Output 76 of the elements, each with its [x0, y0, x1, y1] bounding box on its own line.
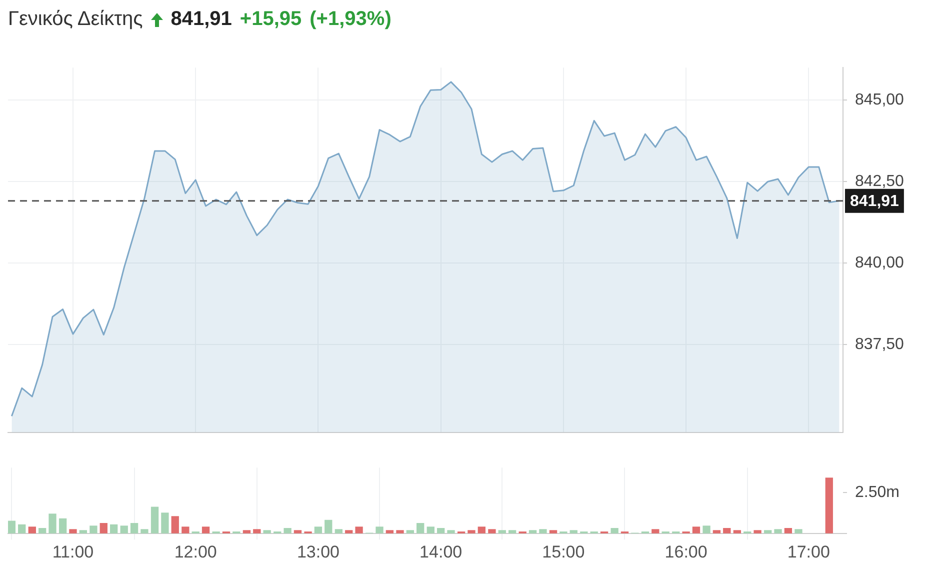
bar: [140, 529, 148, 534]
bar: [702, 526, 710, 534]
text: +15,95: [240, 8, 302, 31]
bar: [150, 506, 159, 534]
bar: [610, 528, 618, 534]
bar: [334, 529, 343, 534]
bar: [508, 530, 516, 534]
bar: [396, 530, 404, 534]
bar: [202, 526, 210, 534]
bar: [314, 526, 322, 534]
bar: [406, 530, 414, 534]
bar: [723, 528, 731, 534]
bar: [447, 530, 455, 534]
x-tick-label: 13:00: [296, 542, 340, 562]
bar: [48, 514, 56, 534]
bar: [90, 526, 98, 534]
bar: [652, 529, 660, 534]
bar: [436, 528, 445, 534]
bar: [774, 529, 782, 534]
bar: [100, 523, 108, 534]
bar: [130, 523, 138, 534]
bar: [549, 530, 558, 534]
x-tick-label: 12:00: [174, 542, 217, 562]
bar: [182, 526, 190, 534]
bar: [324, 520, 332, 534]
bar: [58, 518, 67, 534]
bar: [253, 529, 261, 534]
x-tick-label: 11:00: [52, 542, 94, 562]
bar: [426, 526, 434, 534]
bar: [416, 523, 424, 534]
chart-title: Γενικός Δείκτης: [8, 8, 143, 31]
bar: [784, 528, 792, 534]
bar: [386, 530, 394, 534]
bar: [825, 478, 833, 534]
bar: [263, 530, 271, 534]
bar: [171, 516, 179, 534]
bar: [488, 529, 496, 534]
chart-subtitle: 841,91: [170, 8, 232, 31]
bar: [712, 530, 721, 534]
bar: [242, 530, 251, 534]
bar: [794, 529, 802, 534]
bar: [8, 520, 16, 534]
bar: [528, 530, 537, 534]
bar: [376, 526, 384, 534]
bar: [570, 530, 578, 534]
bar: [28, 526, 36, 534]
bar: [284, 528, 292, 534]
bar: [120, 526, 128, 534]
x-tick-label: 16:00: [664, 542, 708, 562]
y-tick-label: 837,50: [855, 336, 904, 353]
bar: [692, 526, 700, 534]
bar: [764, 530, 772, 534]
bar: [468, 530, 476, 534]
ref-line-label: 841,91: [850, 193, 900, 210]
x-tick-label: 17:00: [787, 542, 830, 562]
bar: [294, 530, 302, 534]
x-tick-label: 14:00: [420, 542, 462, 562]
y-tick-label: 2.50m: [855, 484, 900, 501]
bar: [539, 529, 547, 534]
x-tick-label: 15:00: [542, 542, 585, 562]
bar: [355, 526, 363, 534]
y-tick-label: 842,50: [855, 173, 904, 190]
bar: [161, 512, 169, 534]
bar: [733, 530, 742, 534]
bar: [18, 524, 26, 534]
bar: [478, 526, 486, 534]
bar: [754, 530, 762, 534]
bar: [345, 530, 353, 534]
bar: [38, 528, 46, 534]
bar: [498, 530, 506, 534]
y-tick-label: 840,00: [855, 254, 904, 272]
bar: [79, 530, 87, 534]
y-tick-label: 845,00: [855, 92, 904, 109]
bar: [69, 529, 77, 534]
text: (+1,93%): [310, 8, 392, 31]
bar: [110, 524, 118, 534]
